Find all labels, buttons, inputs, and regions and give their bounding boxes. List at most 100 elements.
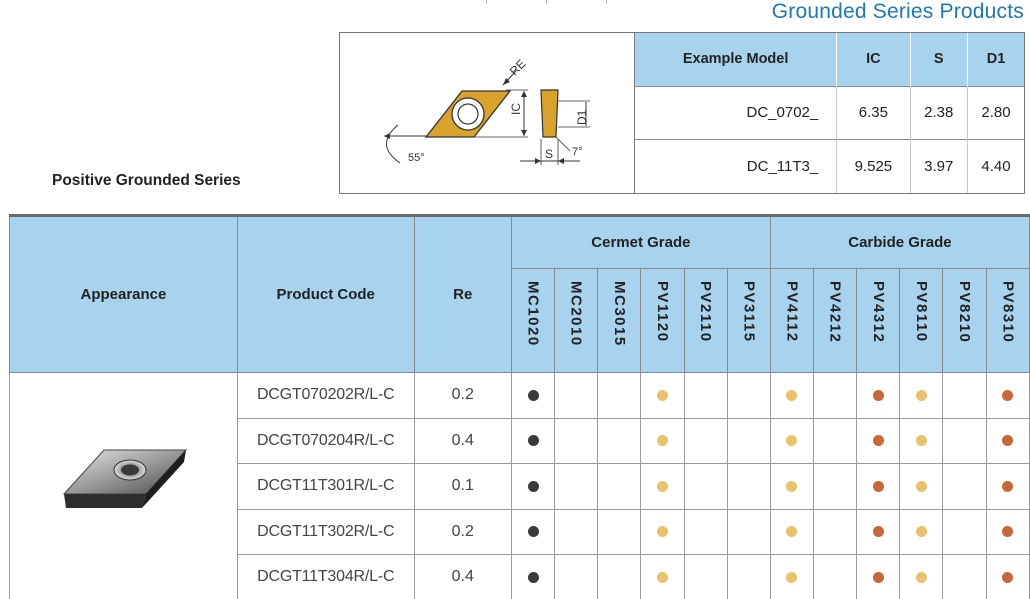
gold-dot-icon — [915, 480, 927, 492]
grade-cell — [510, 554, 556, 599]
black-dot-icon — [527, 435, 539, 447]
product-code-cell: DCGT11T304R/L-C — [236, 554, 415, 599]
grade-header-pv8310: PV8310 — [985, 268, 1030, 373]
header-carbide-grade: Carbide Grade — [769, 214, 1030, 269]
gold-dot-icon — [915, 389, 927, 401]
gold-dot-icon — [786, 571, 798, 583]
spec-header-s: S — [909, 33, 968, 86]
grade-cell — [597, 508, 642, 555]
grade-cell — [597, 554, 642, 599]
grade-cell — [899, 417, 944, 464]
grade-header-mc1020: MC1020 — [510, 268, 556, 373]
grade-cell — [554, 417, 599, 464]
spec-header-ic: IC — [836, 33, 911, 86]
grade-header-pv1120: PV1120 — [640, 268, 685, 373]
grade-cell — [985, 372, 1030, 419]
re-cell: 0.4 — [413, 417, 512, 464]
grade-cell — [683, 508, 728, 555]
spec-cell-model: DC_0702_ — [635, 85, 837, 140]
brown-dot-icon — [872, 389, 884, 401]
spec-row: DC_11T3_ 9.525 3.97 4.40 — [635, 139, 1024, 193]
grade-cell — [899, 463, 944, 510]
product-code-cell: DCGT11T302R/L-C — [236, 508, 415, 555]
product-code-cell: DCGT070204R/L-C — [236, 417, 415, 464]
grade-header-label: PV8210 — [956, 281, 974, 344]
grade-cell — [640, 417, 685, 464]
gold-dot-icon — [786, 435, 798, 447]
grade-cell — [726, 463, 771, 510]
black-dot-icon — [527, 480, 539, 492]
grade-cell — [510, 417, 556, 464]
grade-table-wrapper: Appearance Product Code Re Cermet Grade … — [9, 214, 1030, 599]
d1-label: D1 — [575, 109, 589, 125]
grade-cell — [813, 508, 858, 555]
grade-cell — [899, 372, 944, 419]
grade-header-label: PV8310 — [999, 281, 1017, 344]
appearance-image-cell — [9, 372, 238, 599]
spec-cell-s: 3.97 — [909, 139, 968, 193]
brown-dot-icon — [1002, 435, 1014, 447]
example-model-table: Example Model IC S D1 DC_0702_ 6.35 2.38… — [635, 33, 1024, 193]
page-title: Grounded Series Products — [771, 0, 1024, 23]
product-code-cell: DCGT070202R/L-C — [236, 372, 415, 419]
grade-cell — [683, 463, 728, 510]
grade-cell — [856, 508, 901, 555]
grade-cell — [640, 372, 685, 419]
grade-header-label: PV1120 — [653, 281, 671, 343]
gold-dot-icon — [786, 526, 798, 538]
ic-label: IC — [509, 103, 523, 115]
grade-cell — [942, 508, 987, 555]
grade-header-pv4312: PV4312 — [856, 268, 901, 373]
grade-cell — [813, 554, 858, 599]
grade-cell — [510, 508, 556, 555]
grade-cell — [856, 463, 901, 510]
grade-header-mc3015: MC3015 — [597, 268, 642, 373]
grade-cell — [726, 508, 771, 555]
brown-dot-icon — [1002, 571, 1014, 583]
re-cell: 0.2 — [413, 508, 512, 555]
grade-cell — [769, 554, 815, 599]
grade-cell — [942, 463, 987, 510]
grade-table: Appearance Product Code Re Cermet Grade … — [9, 214, 1030, 599]
spec-cell-ic: 6.35 — [836, 85, 911, 140]
top-edge-ticks — [486, 0, 646, 4]
grade-header-label: MC3015 — [610, 281, 628, 347]
brown-dot-icon — [872, 435, 884, 447]
grade-cell — [510, 372, 556, 419]
gold-dot-icon — [915, 571, 927, 583]
spec-header-d1: D1 — [966, 33, 1024, 86]
grade-cell — [942, 372, 987, 419]
insert-side-view — [540, 89, 559, 138]
spec-header-model: Example Model — [635, 33, 837, 86]
re-cell: 0.4 — [413, 554, 512, 599]
re-label: RE — [507, 57, 529, 79]
grade-header-label: PV3115 — [740, 281, 758, 343]
black-dot-icon — [527, 389, 539, 401]
grade-cell — [985, 417, 1030, 464]
brown-dot-icon — [1002, 526, 1014, 538]
grade-header-pv3115: PV3115 — [726, 268, 771, 373]
brown-dot-icon — [1002, 480, 1014, 492]
insert-hole-inner — [457, 103, 479, 125]
grade-cell — [899, 554, 944, 599]
gold-dot-icon — [656, 389, 668, 401]
grade-cell — [640, 554, 685, 599]
grade-header-label: PV4212 — [826, 281, 844, 344]
grade-cell — [683, 372, 728, 419]
grade-cell — [597, 417, 642, 464]
grade-cell — [985, 508, 1030, 555]
grade-cell — [726, 372, 771, 419]
s-label: S — [545, 147, 553, 161]
grade-cell — [597, 463, 642, 510]
grade-cell — [942, 554, 987, 599]
grade-cell — [554, 508, 599, 555]
brown-dot-icon — [1002, 389, 1014, 401]
spec-panel: RE IC D1 7° S 55° — [339, 32, 1025, 194]
header-appearance: Appearance — [9, 214, 238, 373]
angle-7-label: 7° — [572, 146, 583, 158]
spec-cell-d1: 4.40 — [966, 139, 1024, 193]
grade-header-label: MC1020 — [524, 281, 542, 347]
grade-cell — [985, 554, 1030, 599]
grade-cell — [726, 554, 771, 599]
grade-cell — [554, 554, 599, 599]
